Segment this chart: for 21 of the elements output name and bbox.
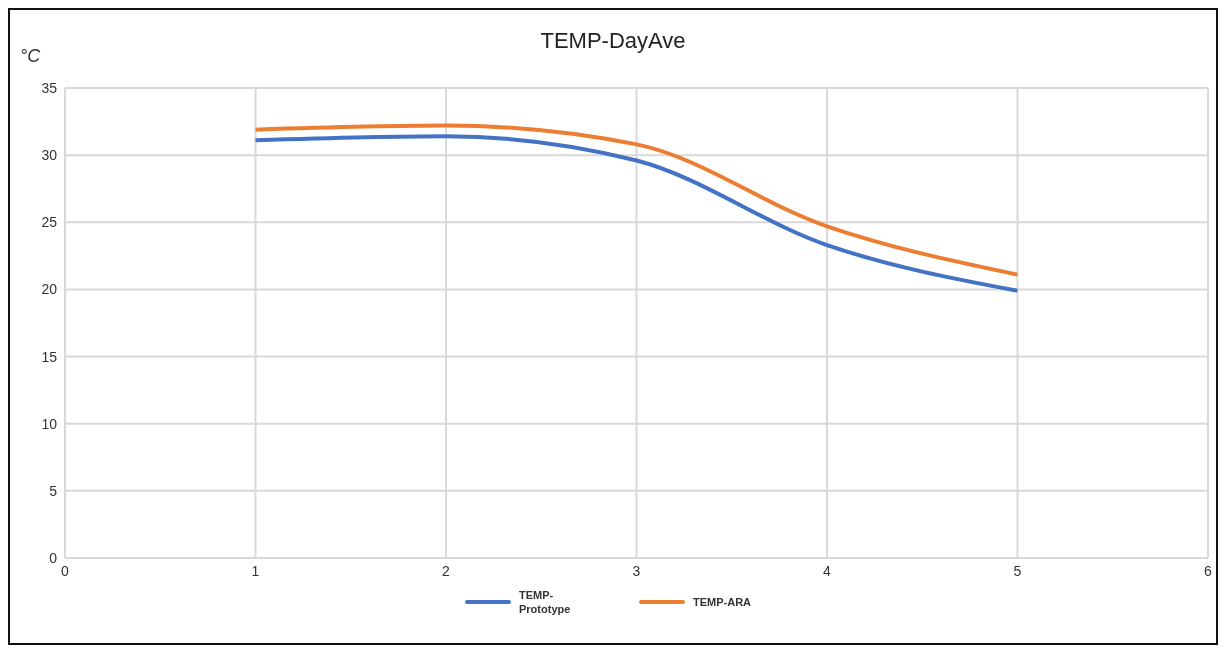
x-tick-label: 6 bbox=[1204, 562, 1213, 579]
line-series bbox=[253, 134, 1020, 293]
y-tick-label: 0 bbox=[49, 549, 58, 566]
y-tick-label: 10 bbox=[41, 415, 58, 432]
y-tick-label: 30 bbox=[41, 147, 58, 164]
y-tick-label: 5 bbox=[49, 482, 58, 499]
x-tick-label: 4 bbox=[823, 562, 832, 579]
y-axis-title: °C bbox=[20, 46, 41, 67]
x-tick-label: 3 bbox=[632, 562, 641, 579]
legend-label: TEMP-ARA bbox=[693, 595, 753, 609]
chart-title: TEMP-DayAve bbox=[540, 28, 686, 53]
x-tick-label: 0 bbox=[61, 562, 70, 579]
y-tick-label: 20 bbox=[41, 281, 58, 298]
x-tick-label: 5 bbox=[1013, 562, 1022, 579]
x-tick-label: 1 bbox=[251, 562, 260, 579]
x-tick-label: 2 bbox=[442, 562, 451, 579]
legend-label: TEMP-Prototype bbox=[519, 588, 572, 616]
line-series bbox=[253, 123, 1020, 277]
y-tick-label: 25 bbox=[41, 214, 58, 231]
y-tick-label: 15 bbox=[41, 348, 58, 365]
y-tick-label: 35 bbox=[41, 79, 58, 96]
